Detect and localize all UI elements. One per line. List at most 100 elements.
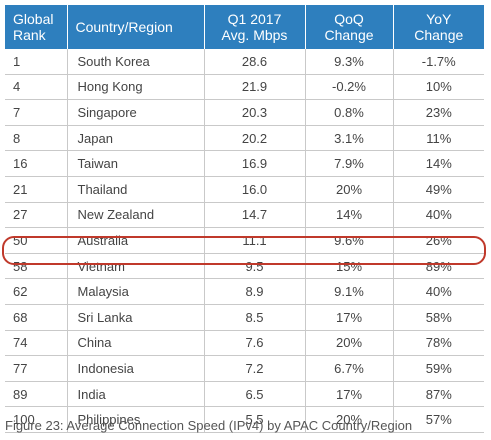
cell-qoq: 17%	[305, 381, 394, 408]
cell-country: Australia	[67, 227, 205, 254]
cell-speed: 6.5	[204, 381, 306, 408]
header-global-rank-line1: Global	[13, 11, 54, 27]
header-global-rank-line2: Rank	[13, 27, 46, 43]
table-row: 16 Taiwan 16.9 7.9% 14%	[5, 150, 484, 177]
table-header: Global Rank Country/Region Q1 2017 Avg. …	[5, 5, 484, 49]
cell-country: China	[67, 330, 205, 357]
cell-country: Hong Kong	[67, 74, 205, 101]
table-row: 74 China 7.6 20% 78%	[5, 330, 484, 357]
cell-rank: 7	[5, 99, 68, 126]
cell-yoy: 78%	[393, 330, 484, 357]
figure-caption: Figure 23: Average Connection Speed (IPv…	[5, 418, 413, 433]
table-row: 50 Australia 11.1 9.6% 26%	[5, 227, 484, 254]
table-row: 27 New Zealand 14.7 14% 40%	[5, 202, 484, 229]
cell-qoq: 17%	[305, 304, 394, 331]
header-country-region-label: Country/Region	[75, 19, 173, 35]
table-row: 1 South Korea 28.6 9.3% -1.7%	[5, 49, 484, 75]
cell-speed: 7.2	[204, 355, 306, 382]
table-row: 7 Singapore 20.3 0.8% 23%	[5, 99, 484, 126]
cell-qoq: 20%	[305, 406, 394, 433]
cell-rank: 89	[5, 381, 68, 408]
cell-yoy: 89%	[393, 253, 484, 280]
cell-speed: 8.5	[204, 304, 306, 331]
cell-yoy: 58%	[393, 304, 484, 331]
table-row: 62 Malaysia 8.9 9.1% 40%	[5, 278, 484, 305]
cell-speed: 14.7	[204, 202, 306, 229]
cell-speed: 5.5	[204, 406, 306, 433]
header-row: Global Rank Country/Region Q1 2017 Avg. …	[5, 5, 484, 49]
cell-rank: 100	[5, 406, 68, 433]
cell-qoq: 9.6%	[305, 227, 394, 254]
cell-speed: 16.0	[204, 176, 306, 203]
cell-yoy: 14%	[393, 150, 484, 177]
header-yoy-change-line2: Change	[414, 27, 464, 43]
cell-yoy: 23%	[393, 99, 484, 126]
cell-yoy: 87%	[393, 381, 484, 408]
header-qoq-change-line2: Change	[324, 27, 374, 43]
cell-yoy: 10%	[393, 74, 484, 101]
cell-country: Indonesia	[67, 355, 205, 382]
cell-yoy: 57%	[393, 406, 484, 433]
cell-speed: 28.6	[204, 49, 306, 75]
cell-country: Philippines	[67, 406, 205, 433]
header-country-region: Country/Region	[67, 5, 205, 49]
table-body: 1 South Korea 28.6 9.3% -1.7% 4 Hong Kong 21.9-…	[5, 49, 484, 433]
cell-speed: 21.9	[204, 74, 306, 101]
connection-speed-table: Global Rank Country/Region Q1 2017 Avg. …	[5, 5, 484, 433]
header-avg-mbps: Q1 2017 Avg. Mbps	[204, 5, 306, 49]
cell-speed: 8.9	[204, 278, 306, 305]
cell-yoy: 26%	[393, 227, 484, 254]
header-yoy-change-line1: YoY	[426, 11, 452, 27]
cell-speed: 11.1	[204, 227, 306, 254]
connection-speed-table-wrap: Global Rank Country/Region Q1 2017 Avg. …	[5, 5, 484, 433]
cell-speed: 9.5	[204, 253, 306, 280]
cell-rank: 50	[5, 227, 68, 254]
header-yoy-change: YoY Change	[393, 5, 484, 49]
cell-qoq: 7.9%	[305, 150, 394, 177]
cell-rank: 21	[5, 176, 68, 203]
cell-country: Sri Lanka	[67, 304, 205, 331]
table-row: 8 Japan 20.2 3.1% 11%	[5, 125, 484, 152]
cell-country: Thailand	[67, 176, 205, 203]
cell-qoq: 9.3%	[305, 49, 394, 75]
cell-yoy: -1.7%	[393, 49, 484, 75]
header-avg-mbps-line2: Avg. Mbps	[221, 27, 288, 43]
cell-qoq: 20%	[305, 330, 394, 357]
cell-qoq: 20%	[305, 176, 394, 203]
cell-qoq: 6.7%	[305, 355, 394, 382]
cell-qoq: 14%	[305, 202, 394, 229]
header-global-rank: Global Rank	[5, 5, 68, 49]
table-row: 89 India 6.5 17% 87%	[5, 381, 484, 408]
cell-qoq: 0.8%	[305, 99, 394, 126]
cell-qoq: 3.1%	[305, 125, 394, 152]
cell-qoq: -0.2%	[305, 74, 394, 101]
table-row: 21 Thailand 16.0 20% 49%	[5, 176, 484, 203]
header-qoq-change: QoQ Change	[305, 5, 394, 49]
cell-rank: 77	[5, 355, 68, 382]
header-avg-mbps-line1: Q1 2017	[227, 11, 282, 27]
cell-country: Singapore	[67, 99, 205, 126]
cell-country: India	[67, 381, 205, 408]
cell-rank: 1	[5, 49, 68, 75]
table-row: 100 Philippines 5.5 20% 57%	[5, 406, 484, 433]
table-row: 77 Indonesia 7.2 6.7% 59%	[5, 355, 484, 382]
cell-yoy: 40%	[393, 202, 484, 229]
cell-yoy: 40%	[393, 278, 484, 305]
cell-speed: 7.6	[204, 330, 306, 357]
cell-country: South Korea	[67, 49, 205, 75]
cell-country: New Zealand	[67, 202, 205, 229]
cell-rank: 4	[5, 74, 68, 101]
cell-yoy: 49%	[393, 176, 484, 203]
cell-yoy: 59%	[393, 355, 484, 382]
table-row: 68 Sri Lanka 8.5 17% 58%	[5, 304, 484, 331]
cell-rank: 16	[5, 150, 68, 177]
cell-speed: 20.2	[204, 125, 306, 152]
cell-rank: 74	[5, 330, 68, 357]
cell-qoq: 9.1%	[305, 278, 394, 305]
header-qoq-change-line1: QoQ	[334, 11, 364, 27]
cell-rank: 58	[5, 253, 68, 280]
cell-rank: 27	[5, 202, 68, 229]
table-row: 4 Hong Kong 21.9 -0.2% 10%	[5, 74, 484, 101]
cell-rank: 8	[5, 125, 68, 152]
cell-rank: 62	[5, 278, 68, 305]
